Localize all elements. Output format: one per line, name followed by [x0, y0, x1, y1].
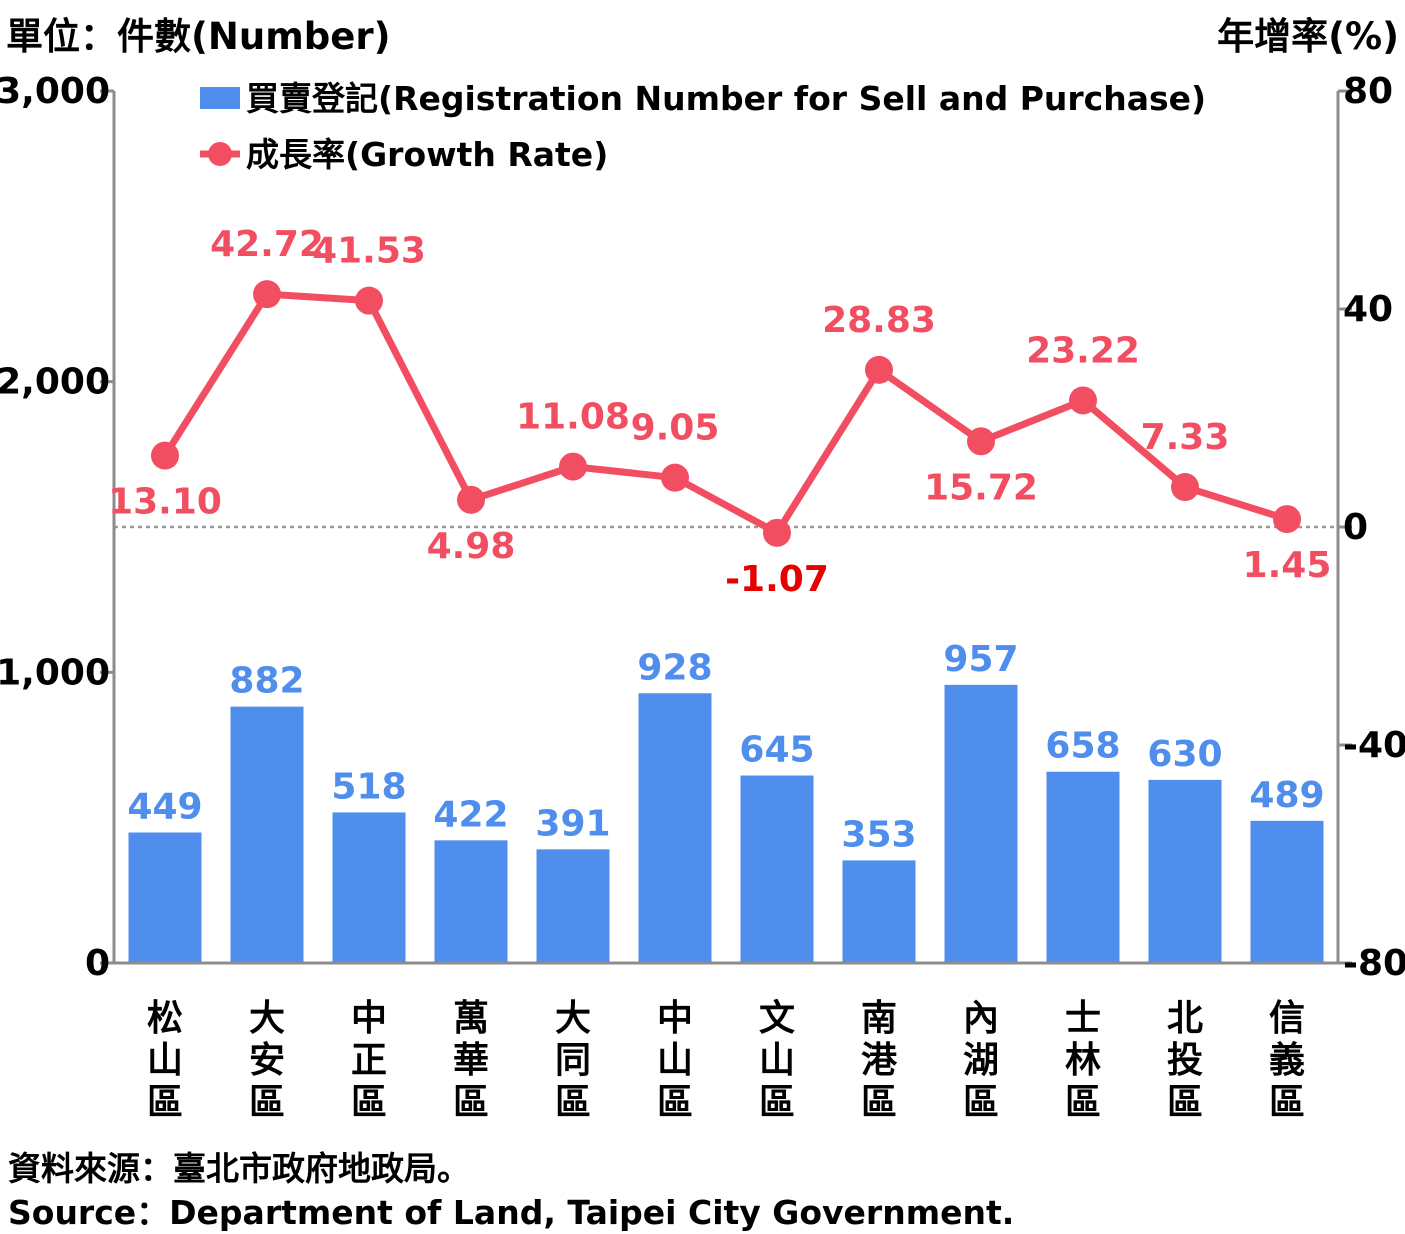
right-axis-tick-label: -40: [1343, 725, 1405, 766]
bar-value-label: 422: [433, 794, 508, 835]
bar-value-label: 518: [331, 766, 406, 807]
bar: [944, 684, 1018, 963]
left-axis-tick-label: 3,000: [0, 71, 110, 112]
category-label: 大同區: [555, 998, 591, 1123]
legend-line-label: 成長率(Growth Rate): [246, 135, 608, 174]
right-axis-unit-label: 年增率(%): [1217, 15, 1399, 58]
bar: [230, 706, 304, 963]
category-label: 大安區: [249, 998, 285, 1123]
source-chinese: 資料來源：臺北市政府地政局。: [8, 1149, 470, 1188]
category-label: 松山區: [147, 998, 183, 1123]
growth-point: [457, 485, 485, 514]
growth-value-label: 9.05: [631, 408, 720, 449]
growth-point: [661, 463, 689, 492]
growth-line-series: [151, 280, 1301, 547]
category-label: 萬華區: [453, 998, 489, 1123]
growth-point: [253, 280, 281, 309]
bar-value-label: 645: [739, 730, 814, 771]
category-label: 中山區: [657, 998, 693, 1123]
growth-value-label: 23.22: [1026, 330, 1140, 371]
bar: [332, 812, 406, 963]
growth-value-label: -1.07: [725, 559, 829, 600]
bar: [434, 840, 508, 963]
category-label: 信義區: [1269, 998, 1305, 1123]
bar-value-label: 449: [127, 786, 202, 827]
bar-series: [128, 684, 1324, 963]
left-axis-tick-label: 1,000: [0, 652, 110, 693]
bar-value-label: 391: [535, 803, 610, 844]
growth-point: [355, 286, 383, 315]
growth-value-label: 11.08: [516, 397, 630, 438]
bar-value-label: 957: [943, 639, 1018, 680]
growth-value-label: 7.33: [1141, 417, 1230, 458]
growth-point: [967, 427, 995, 456]
bar-value-label: 882: [229, 661, 304, 702]
bar-value-label: 928: [637, 647, 712, 688]
bar: [638, 693, 712, 963]
bar: [740, 775, 814, 963]
growth-point: [559, 452, 587, 481]
legend-bar-swatch: [200, 87, 240, 109]
source-english: Source：Department of Land, Taipei City G…: [8, 1193, 1015, 1232]
growth-point: [865, 355, 893, 384]
growth-value-label: 41.53: [312, 231, 426, 272]
legend-line-marker: [208, 142, 232, 166]
growth-value-label: 28.83: [822, 300, 936, 341]
category-label: 北投區: [1167, 998, 1203, 1123]
right-axis-tick-label: -80: [1343, 943, 1405, 984]
bar: [1148, 779, 1222, 963]
bar-value-label: 489: [1249, 775, 1324, 816]
left-axis-tick-label: 2,000: [0, 362, 110, 403]
bar-value-labels: 449 882 518 422 391 928 645 353 957 658 630 489: [127, 639, 1324, 856]
category-label: 士林區: [1065, 998, 1101, 1123]
growth-point: [151, 441, 179, 470]
growth-point: [1273, 505, 1301, 534]
bar: [1046, 771, 1120, 963]
bar: [1250, 820, 1324, 963]
right-axis-tick-label: 80: [1343, 71, 1393, 112]
left-axis-unit-label: 單位：件數(Number): [6, 15, 391, 58]
bar-value-label: 353: [841, 814, 916, 855]
axes: 0 1,000 2,000 3,000 -80 -40 0 40 80: [0, 71, 1405, 984]
category-label: 中正區: [351, 998, 387, 1123]
legend-bar-label: 買賣登記(Registration Number for Sell and Pu…: [246, 79, 1206, 118]
growth-value-label: 15.72: [924, 467, 1038, 508]
category-label: 內湖區: [963, 998, 999, 1123]
category-labels: 松山區 大安區 中正區 萬華區 大同區 中山區 文山區 南港區 內湖區 士林區 北投區 信義區: [147, 998, 1305, 1123]
growth-line: [162, 290, 1289, 537]
bar: [842, 860, 916, 963]
growth-point: [763, 518, 791, 547]
growth-value-label: 1.45: [1243, 545, 1332, 586]
growth-point: [1069, 386, 1097, 415]
bar-value-label: 630: [1147, 734, 1222, 775]
legend: 買賣登記(Registration Number for Sell and Pu…: [200, 79, 1206, 174]
growth-value-label: 4.98: [427, 526, 516, 567]
category-label: 南港區: [861, 998, 898, 1123]
category-label: 文山區: [759, 998, 795, 1123]
bar: [128, 832, 202, 963]
left-axis-tick-label: 0: [85, 943, 110, 984]
growth-point: [1171, 473, 1199, 502]
bar-value-label: 658: [1045, 726, 1120, 767]
bar: [536, 849, 610, 963]
growth-value-label: 42.72: [210, 224, 324, 265]
growth-value-label: 13.10: [108, 482, 222, 523]
right-axis-tick-label: 0: [1343, 507, 1368, 548]
right-axis-tick-label: 40: [1343, 289, 1393, 330]
